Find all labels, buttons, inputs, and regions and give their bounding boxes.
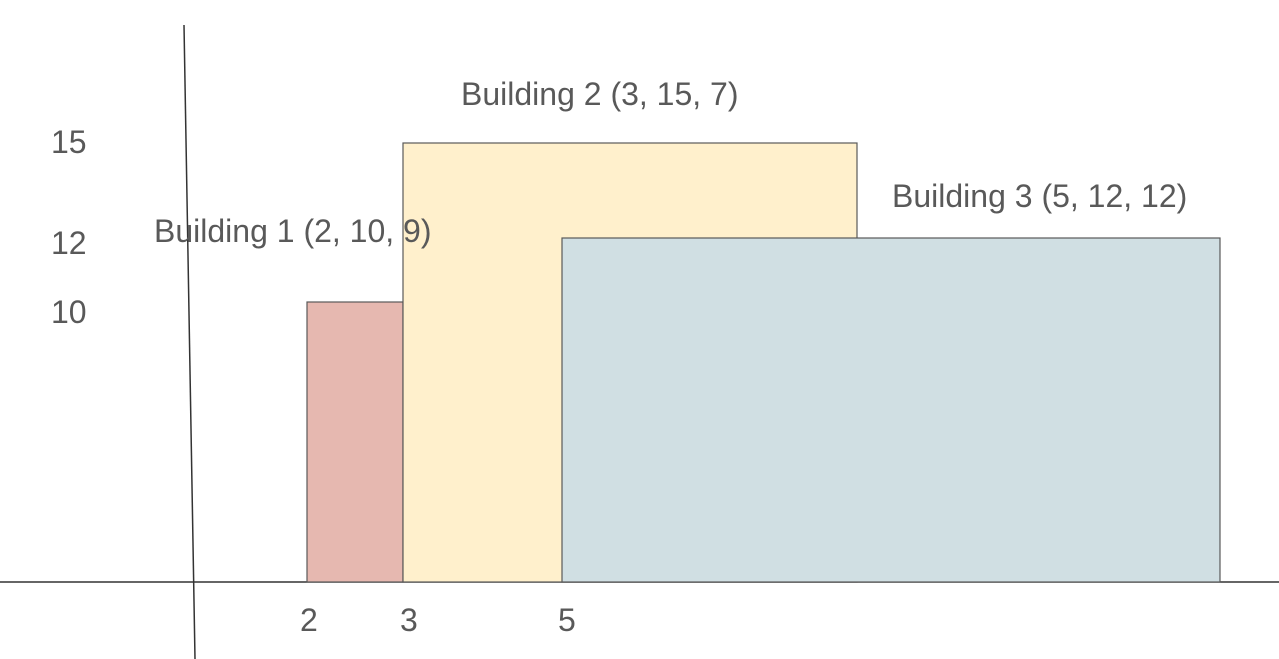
building-2-label: Building 2 (3, 15, 7) <box>461 76 739 112</box>
x-tick-2: 2 <box>300 602 318 638</box>
y-tick-15: 15 <box>51 124 87 160</box>
building-1-label: Building 1 (2, 10, 9) <box>154 213 432 249</box>
y-tick-12: 12 <box>51 225 87 261</box>
x-tick-3: 3 <box>400 602 418 638</box>
building-3-rect <box>561 237 1221 583</box>
x-tick-5: 5 <box>558 602 576 638</box>
y-tick-10: 10 <box>51 294 87 330</box>
building-1-rect <box>306 301 404 583</box>
y-axis <box>183 24 196 659</box>
building-3-label: Building 3 (5, 12, 12) <box>892 178 1188 214</box>
